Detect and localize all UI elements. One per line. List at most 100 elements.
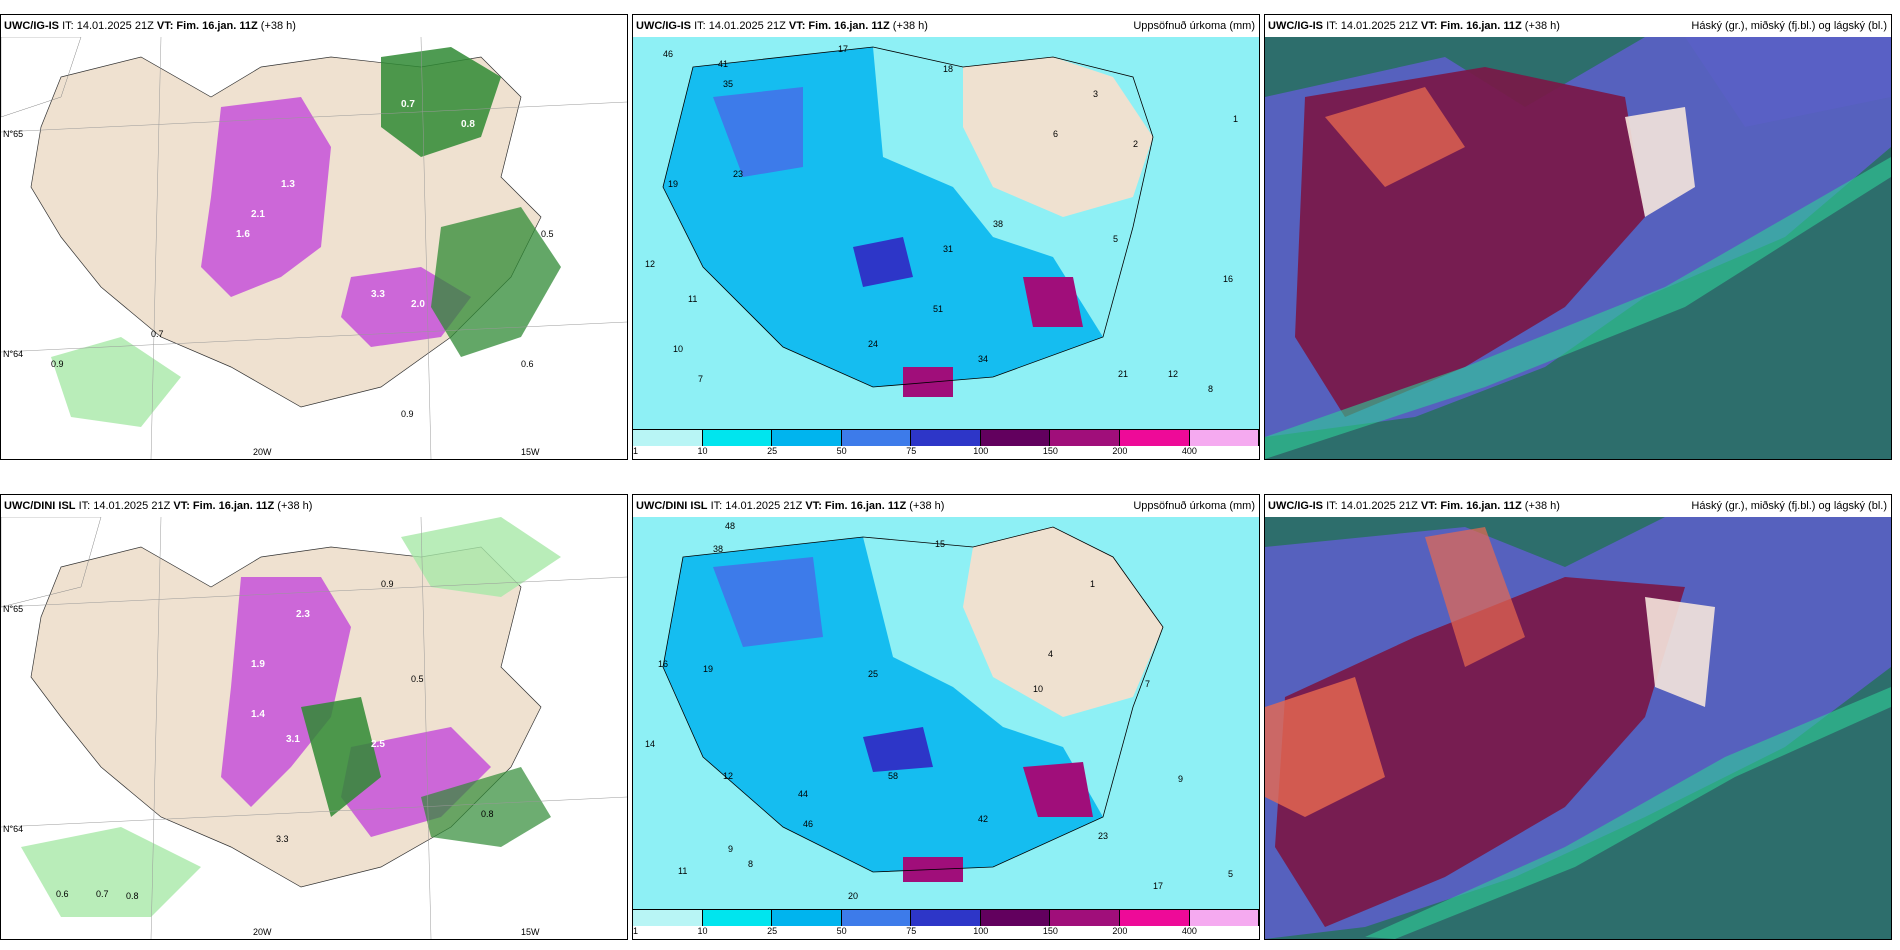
color-legend: 1 10 25 50 75 100 150 200 400 (633, 909, 1259, 939)
lon-label: 20W (253, 927, 272, 937)
lead-time: (+38 h) (1524, 500, 1560, 512)
legend-swatch (772, 910, 842, 926)
value-label: 0.8 (126, 891, 139, 901)
legend-swatch (841, 910, 912, 926)
color-legend: 1 10 25 50 75 100 150 200 400 (633, 429, 1259, 459)
panel-igis-accum-precip: UWC/IG-IS IT: 14.01.2025 21Z VT: Fim. 16… (632, 14, 1260, 460)
legend-tick: 150 (1042, 446, 1058, 456)
map-area[interactable]: 48 38 16 14 19 12 11 9 8 20 25 46 44 58 … (633, 517, 1259, 909)
panel-header: UWC/IG-IS IT: 14.01.2025 21Z VT: Fim. 16… (633, 15, 1259, 37)
value-label: 0.8 (481, 809, 494, 819)
valid-time: VT: Fim. 16.jan. 11Z (1420, 500, 1522, 512)
value-label: 12 (723, 771, 733, 781)
value-label: 51 (933, 304, 943, 314)
lead-time: (+38 h) (1524, 20, 1560, 32)
value-label: 23 (1098, 831, 1108, 841)
value-label: 3 (1093, 89, 1098, 99)
value-label: 16 (658, 659, 668, 669)
value-label: 38 (713, 544, 723, 554)
value-label: 17 (838, 44, 848, 54)
value-label: 2.3 (296, 609, 310, 620)
lon-label: 15W (521, 927, 540, 937)
map-title: Uppsöfnuð úrkoma (mm) (1133, 500, 1255, 512)
legend-tick: 1 (633, 926, 639, 936)
value-label: 12 (645, 259, 655, 269)
map-title: Uppsöfnuð úrkoma (mm) (1133, 20, 1255, 32)
map-area[interactable]: 46 41 35 19 23 12 11 10 7 17 18 38 51 31… (633, 37, 1259, 429)
value-label: 15 (935, 539, 945, 549)
legend-tick: 200 (1112, 446, 1128, 456)
panel-header: UWC/DINI ISL IT: 14.01.2025 21Z VT: Fim.… (633, 495, 1259, 517)
legend-swatch (1189, 910, 1259, 926)
value-label: 5 (1113, 234, 1118, 244)
legend-swatch (1189, 430, 1259, 446)
value-label: 1.4 (251, 709, 265, 720)
map-area[interactable] (1265, 517, 1891, 939)
value-label: 1.9 (251, 659, 265, 670)
legend-tick: 75 (906, 926, 917, 936)
lead-time: (+38 h) (909, 500, 945, 512)
value-label: 35 (723, 79, 733, 89)
value-label: 0.7 (96, 889, 109, 899)
legend-bar (633, 909, 1259, 926)
legend-swatch (633, 430, 703, 446)
value-label: 11 (678, 866, 687, 876)
legend-swatch (633, 910, 703, 926)
legend-tick: 25 (767, 446, 778, 456)
value-label: 58 (888, 771, 898, 781)
value-label: 25 (868, 669, 878, 679)
legend-bar (633, 429, 1259, 446)
panel-igis-clouds: UWC/IG-IS IT: 14.01.2025 21Z VT: Fim. 16… (1264, 14, 1892, 460)
value-label: 34 (978, 354, 988, 364)
model-name: UWC/IG-IS (4, 20, 59, 32)
value-label: 10 (1033, 684, 1043, 694)
value-label: 42 (978, 814, 988, 824)
map-area[interactable]: 2.3 1.9 1.4 3.1 2.5 0.9 0.6 0.7 0.8 0.5 … (1, 517, 627, 939)
value-label: 0.9 (51, 359, 64, 369)
panel-header: UWC/IG-IS IT: 14.01.2025 21Z VT: Fim. 16… (1265, 495, 1891, 517)
value-label: 0.9 (401, 409, 414, 419)
panel-header: UWC/DINI ISL IT: 14.01.2025 21Z VT: Fim.… (1, 495, 627, 517)
lat-label: N°64 (3, 824, 23, 834)
map-area[interactable] (1265, 37, 1891, 459)
legend-swatch (1050, 430, 1120, 446)
map-title: Háský (gr.), miðský (fj.bl.) og lágský (… (1691, 20, 1887, 32)
value-label: 8 (748, 859, 753, 869)
value-label: 3.3 (371, 289, 385, 300)
value-label: 11 (688, 294, 697, 304)
value-label: 21 (1118, 369, 1128, 379)
legend-ticks: 1 10 25 50 75 100 150 200 400 (633, 446, 1259, 458)
value-label: 19 (703, 664, 713, 674)
lat-label: N°64 (3, 349, 23, 359)
lat-label: N°65 (3, 129, 23, 139)
legend-swatch (980, 430, 1051, 446)
value-label: 0.6 (521, 359, 534, 369)
init-time: IT: 14.01.2025 21Z (1326, 500, 1418, 512)
panel-header: UWC/IG-IS IT: 14.01.2025 21Z VT: Fim. 16… (1265, 15, 1891, 37)
value-label: 0.7 (401, 99, 415, 110)
value-label: 3.3 (276, 834, 289, 844)
value-label: 19 (668, 179, 678, 189)
value-label: 0.5 (411, 674, 424, 684)
valid-time: VT: Fim. 16.jan. 11Z (805, 500, 907, 512)
value-label: 9 (1178, 774, 1183, 784)
legend-swatch (911, 910, 981, 926)
legend-swatch (841, 430, 912, 446)
legend-swatch (772, 430, 842, 446)
value-label: 46 (663, 49, 673, 59)
value-label: 5 (1228, 869, 1233, 879)
value-label: 0.8 (461, 119, 475, 130)
legend-tick: 150 (1042, 926, 1058, 936)
value-label: 44 (798, 789, 808, 799)
init-time: IT: 14.01.2025 21Z (62, 20, 154, 32)
value-label: 24 (868, 339, 878, 349)
valid-time: VT: Fim. 16.jan. 11Z (156, 20, 258, 32)
value-label: 16 (1223, 274, 1233, 284)
value-label: 7 (698, 374, 703, 384)
value-label: 41 (718, 59, 728, 69)
model-name: UWC/DINI ISL (636, 500, 708, 512)
model-name: UWC/IG-IS (636, 20, 691, 32)
model-name: UWC/DINI ISL (4, 500, 76, 512)
value-label: 46 (803, 819, 813, 829)
map-area[interactable]: 2.1 1.6 1.3 0.7 0.8 3.3 2.0 0.9 0.7 0.9 … (1, 37, 627, 459)
